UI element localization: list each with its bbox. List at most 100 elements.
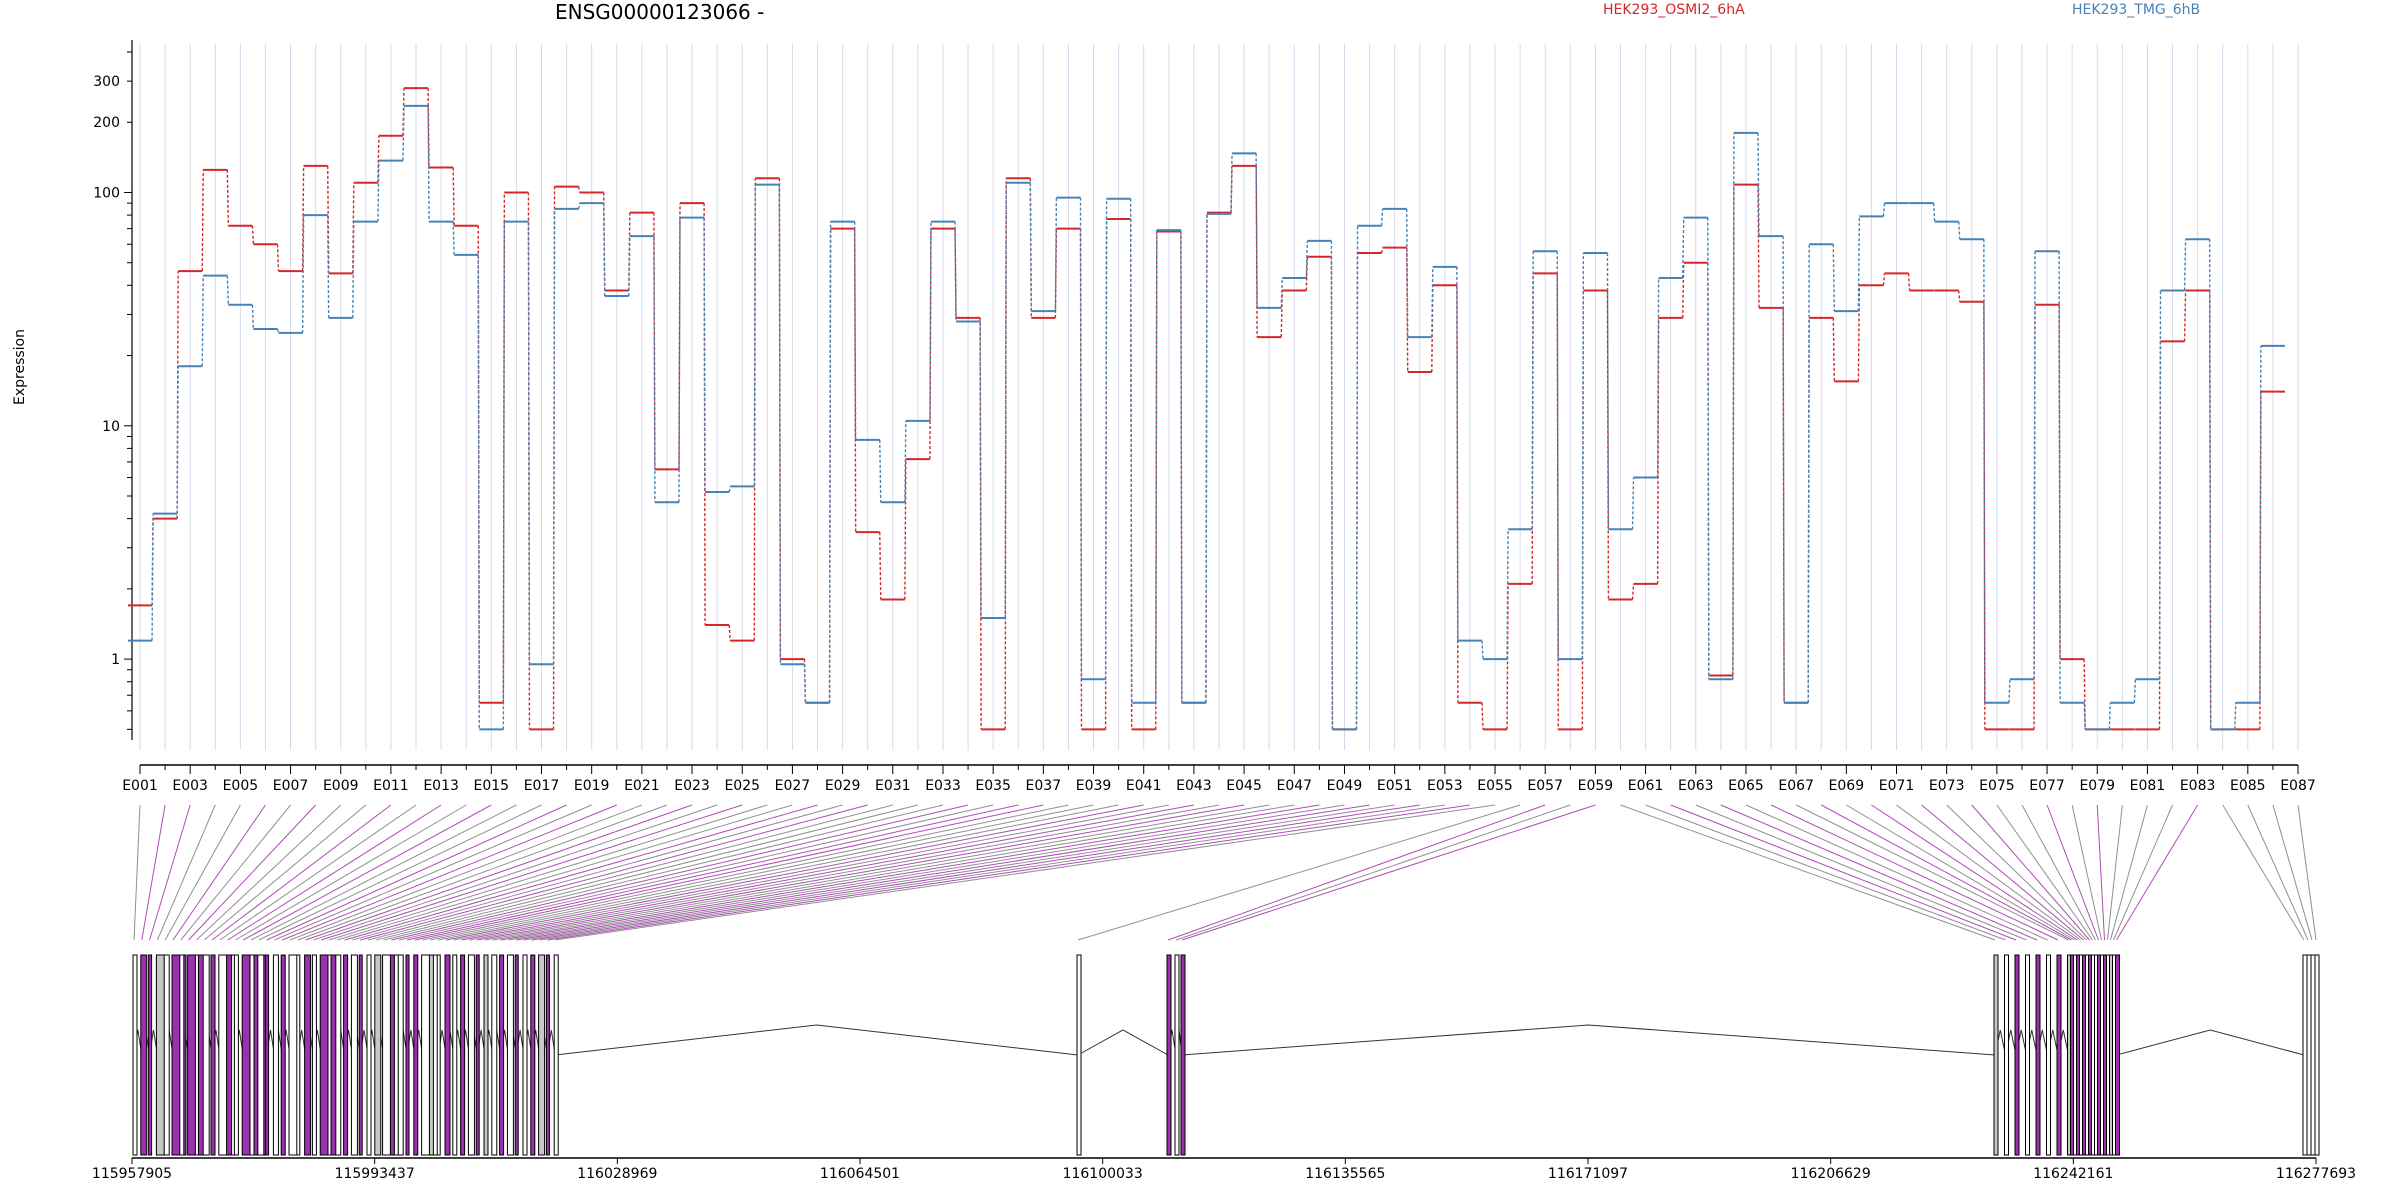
exon-connector: [203, 804, 367, 941]
series-connector: [1079, 197, 1083, 680]
exon-connector: [2071, 804, 2102, 941]
genomic-tick-label: 116277693: [2276, 1166, 2356, 1182]
x-tick-label: E079: [2079, 778, 2115, 794]
exon-connector: [156, 804, 216, 941]
exon-connector: [2110, 804, 2148, 941]
x-tick-label: E069: [1829, 778, 1865, 794]
exon-connector: [2272, 804, 2313, 941]
x-tick-label: E075: [1979, 778, 2015, 794]
x-tick-label: E073: [1929, 778, 1965, 794]
exon-connector: [1670, 804, 2017, 941]
legend-series-b: HEK293_TMG_6hB: [2072, 2, 2201, 18]
exon-connector: [1946, 804, 2087, 941]
series-connector: [1832, 244, 1835, 312]
series-connector: [2259, 345, 2262, 703]
series-connector: [1104, 198, 1108, 680]
x-tick-label: E049: [1327, 778, 1363, 794]
exon-box: [514, 954, 519, 1156]
exon-box: [1166, 954, 1172, 1156]
exon-box: [140, 954, 148, 1156]
exon-connector: [516, 804, 1370, 941]
series-connector: [301, 215, 305, 333]
exon-connector: [531, 804, 1420, 941]
x-tick-label: E011: [373, 778, 409, 794]
x-tick-label: E017: [524, 778, 560, 794]
series-connector: [1431, 266, 1434, 338]
series-connector: [904, 459, 907, 600]
series-connector: [326, 215, 330, 318]
series-connector: [1958, 290, 1961, 302]
series-connector: [1054, 197, 1058, 312]
series-connector: [226, 275, 230, 305]
series-connector: [1807, 244, 1810, 703]
series-connector: [1481, 640, 1484, 660]
exon-connector: [352, 804, 843, 941]
exon-box: [553, 954, 559, 1156]
series-connector: [728, 624, 731, 641]
x-tick-label: E081: [2130, 778, 2166, 794]
series-connector: [552, 208, 556, 665]
series-connector: [226, 169, 230, 226]
exon-connector: [391, 804, 969, 941]
series-connector: [326, 165, 330, 274]
exon-connector: [438, 804, 1119, 941]
exon-connector: [282, 804, 617, 941]
intron-line: [1077, 1029, 1169, 1056]
genomic-tick-label: 116171097: [1548, 1166, 1628, 1182]
x-tick-label: E067: [1778, 778, 1814, 794]
series-connector: [527, 221, 531, 665]
exon-box: [179, 954, 185, 1156]
series-connector: [1280, 277, 1283, 308]
exon-box: [2014, 954, 2020, 1156]
series-connector: [979, 321, 982, 619]
series-connector: [628, 212, 631, 291]
x-tick-label: E059: [1578, 778, 1614, 794]
x-tick-label: E041: [1126, 778, 1162, 794]
exon-connector: [1846, 804, 2075, 941]
exon-box: [233, 954, 239, 1156]
exon-box: [272, 954, 279, 1156]
genomic-tick-label: 116206629: [1791, 1166, 1871, 1182]
exon-connector: [406, 804, 1019, 941]
series-connector: [753, 184, 756, 487]
series-connector: [2083, 702, 2086, 730]
series-connector: [201, 169, 204, 272]
series-connector: [1380, 247, 1384, 254]
exon-connector: [461, 804, 1194, 941]
series-connector: [1205, 213, 1208, 703]
exon-connectors: [133, 804, 2317, 941]
y-tick-label: 10: [102, 419, 120, 435]
x-tick-label: E001: [122, 778, 158, 794]
exon-connector: [196, 804, 342, 941]
exon-box: [444, 954, 451, 1156]
exon-connector: [188, 804, 317, 941]
series-connector: [653, 212, 656, 470]
x-tick-label: E047: [1276, 778, 1312, 794]
series-connector: [879, 532, 882, 600]
exon-box: [226, 954, 233, 1156]
series-connector: [1230, 153, 1233, 214]
x-tick-label: E009: [323, 778, 359, 794]
x-tick-label: E029: [825, 778, 861, 794]
exon-connector: [289, 804, 643, 941]
x-tick-label: E051: [1377, 778, 1413, 794]
exon-box: [428, 954, 434, 1156]
gene-model: [132, 954, 2320, 1156]
series-connector: [1481, 702, 1484, 730]
exon-connector: [469, 804, 1220, 941]
genomic-tick-label: 115957905: [92, 1166, 172, 1182]
x-tick-label: E023: [674, 778, 710, 794]
exon-connector: [305, 804, 693, 941]
exon-connector: [2247, 804, 2309, 941]
intron-line: [1181, 1024, 1996, 1056]
exon-box: [374, 954, 382, 1156]
series-connector: [1355, 225, 1359, 730]
exon-connector: [336, 804, 793, 941]
exon-connector: [321, 804, 743, 941]
series-a: [127, 87, 2285, 731]
x-tick-label: E037: [1026, 778, 1062, 794]
exon-connector: [484, 804, 1270, 941]
series-connector: [427, 88, 430, 168]
series-b: [127, 104, 2285, 731]
x-tick-label: E015: [474, 778, 510, 794]
